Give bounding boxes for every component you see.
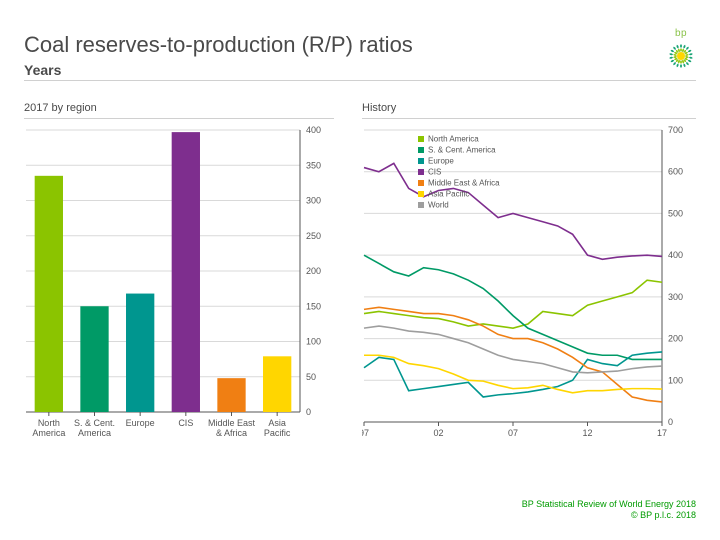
bar [172,132,200,412]
legend-swatch [418,180,424,186]
bar-ytick: 0 [306,407,311,417]
bar-chart: 050100150200250300350400NorthAmericaS. &… [24,124,334,444]
series-line [364,255,662,359]
bar-category: America [32,428,65,438]
legend-swatch [418,202,424,208]
line-xtick: 17 [657,428,667,438]
line-chart-underline [362,118,696,119]
bar-ytick: 150 [306,301,321,311]
bp-helios-icon [666,41,696,71]
bar-ytick: 300 [306,196,321,206]
bar [80,306,108,412]
bar-category: Europe [126,418,155,428]
line-ytick: 200 [668,334,683,344]
bar-category: & Africa [216,428,247,438]
page-title: Coal reserves-to-production (R/P) ratios [24,32,413,58]
bar [263,356,291,412]
line-ytick: 0 [668,417,673,427]
legend-label: Asia Pacific [428,190,469,199]
line-xtick: 97 [362,428,369,438]
bar-ytick: 50 [306,372,316,382]
legend-swatch [418,136,424,142]
bar-category: Asia [268,418,286,428]
series-line [364,355,662,393]
footer-line2: © BP p.l.c. 2018 [522,510,696,522]
bar [126,294,154,412]
legend-label: S. & Cent. America [428,146,496,155]
bp-logo: bp [666,28,696,76]
bar-category: S. & Cent. [74,418,115,428]
line-chart-label: History [362,102,396,114]
legend-swatch [418,169,424,175]
legend-swatch [418,191,424,197]
legend-swatch [418,158,424,164]
line-ytick: 600 [668,167,683,177]
line-ytick: 300 [668,292,683,302]
bar-ytick: 250 [306,231,321,241]
bp-logo-text: bp [666,28,696,39]
bar-chart-underline [24,118,334,119]
legend-swatch [418,147,424,153]
line-xtick: 12 [582,428,592,438]
bar-ytick: 200 [306,266,321,276]
bar-chart-label: 2017 by region [24,102,97,114]
line-ytick: 500 [668,208,683,218]
bar-category: North [38,418,60,428]
series-line [364,280,662,328]
line-xtick: 02 [433,428,443,438]
title-underline [24,80,696,81]
line-chart: 0 100 200 300 400 500 600 700 97 02 07 12 17 North Am… [362,124,696,444]
bar-category: CIS [178,418,193,428]
line-ytick: 400 [668,250,683,260]
legend-label: North America [428,135,479,144]
page-subtitle: Years [24,62,61,78]
line-xtick: 07 [508,428,518,438]
legend-label: CIS [428,168,441,177]
line-ytick: 700 [668,125,683,135]
footer-line1: BP Statistical Review of World Energy 20… [522,499,696,511]
bar-category: America [78,428,111,438]
bar-ytick: 400 [306,125,321,135]
bar-category: Pacific [264,428,291,438]
bar [217,378,245,412]
series-line [364,163,662,259]
footer-attribution: BP Statistical Review of World Energy 20… [522,499,696,522]
bar-ytick: 350 [306,160,321,170]
bar [35,176,63,412]
legend-label: World [428,201,449,210]
legend-label: Europe [428,157,454,166]
legend-label: Middle East & Africa [428,179,500,188]
line-ytick: 100 [668,375,683,385]
bar-ytick: 100 [306,337,321,347]
bar-category: Middle East [208,418,256,428]
